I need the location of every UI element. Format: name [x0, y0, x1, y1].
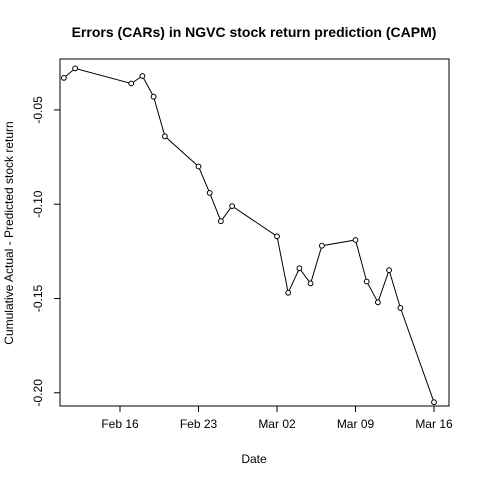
- data-point: [431, 399, 437, 406]
- data-point: [206, 190, 213, 196]
- data-point: [285, 289, 292, 296]
- x-tick-label: Feb 23: [180, 417, 218, 431]
- data-point: [139, 73, 146, 79]
- data-point: [61, 75, 67, 81]
- series-group: [61, 65, 437, 406]
- data-point: [319, 242, 325, 249]
- data-point: [307, 280, 314, 287]
- data-point: [162, 133, 168, 140]
- y-tick-label: -0.15: [31, 285, 45, 313]
- x-axis: Feb 16 Feb 23 Mar 02 Mar 09 Mar 16: [101, 406, 453, 431]
- y-axis-label: Cumulative Actual - Predicted stock retu…: [2, 121, 16, 344]
- data-point: [296, 265, 303, 272]
- y-tick-label: -0.20: [31, 379, 45, 407]
- data-point: [274, 233, 280, 240]
- data-point: [363, 278, 370, 285]
- data-point: [72, 65, 78, 72]
- chart-title: Errors (CARs) in NGVC stock return predi…: [72, 24, 437, 40]
- data-point: [150, 93, 157, 100]
- x-axis-label: Date: [241, 452, 267, 466]
- data-point: [375, 299, 381, 306]
- x-tick-label: Mar 09: [337, 417, 375, 431]
- data-point: [218, 218, 224, 225]
- data-point: [195, 163, 202, 170]
- data-point: [386, 267, 393, 274]
- series-line: [63, 67, 435, 403]
- y-axis: -0.20 -0.15 -0.10 -0.05: [31, 96, 60, 407]
- data-point: [128, 80, 135, 87]
- data-point: [352, 237, 359, 243]
- x-tick-label: Mar 02: [258, 417, 296, 431]
- data-point: [229, 203, 236, 210]
- data-point: [397, 305, 404, 311]
- x-tick-label: Feb 16: [101, 417, 139, 431]
- x-tick-label: Mar 16: [415, 417, 453, 431]
- plot-frame: [59, 58, 450, 407]
- y-tick-label: -0.10: [31, 190, 45, 218]
- y-tick-label: -0.05: [31, 96, 45, 124]
